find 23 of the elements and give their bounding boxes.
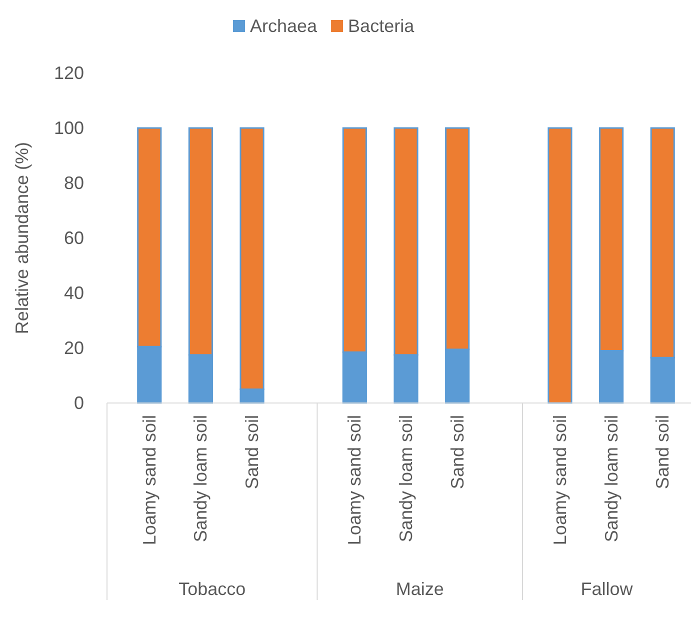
x-tick-label: Sand soil — [447, 415, 468, 490]
x-tick-label: Sandy loam soil — [396, 415, 416, 542]
text: Fallow — [580, 579, 634, 599]
y-tick-label: 120 — [54, 62, 84, 83]
y-tick-label: 80 — [64, 172, 84, 193]
y-tick-label: 100 — [54, 118, 84, 138]
y-tick-label: 0 — [74, 392, 84, 413]
legend-label: Bacteria — [348, 16, 416, 36]
x-tick-label: Loamy sand soil — [550, 415, 570, 546]
y-tick-label: 60 — [64, 228, 84, 248]
y-tick-label: 40 — [64, 282, 84, 303]
bar — [548, 127, 572, 404]
x-tick-label: Sandy loam soil — [190, 415, 211, 542]
x-tick-label: Loamy sand soil — [139, 415, 160, 546]
legend-label: Archaea — [250, 16, 318, 36]
x-tick-label: Loamy sand soil — [344, 415, 365, 546]
x-tick-label: Sandy loam soil — [601, 415, 622, 542]
y-axis-title: Relative abundance (%) — [12, 142, 32, 334]
y-tick-label: 20 — [64, 338, 84, 358]
x-tick-label: Sand soil — [652, 415, 673, 490]
x-tick-label: Sand soil — [242, 415, 262, 490]
text: Maize — [396, 579, 444, 599]
text: Tobacco — [178, 579, 246, 599]
